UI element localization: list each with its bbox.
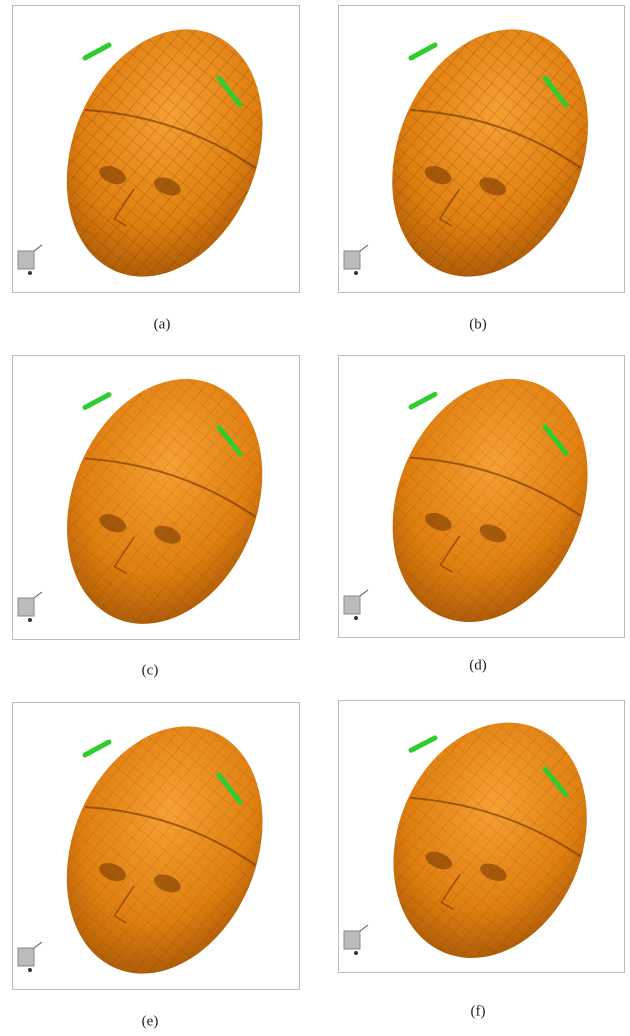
panel [13,340,308,663]
triad-dot [28,271,32,275]
caption: (e) [142,1013,159,1029]
panel [339,0,630,316]
caption: (f) [471,1003,486,1019]
triad-dot [354,271,358,275]
triad-dot [28,618,32,622]
triad-dot [28,968,32,972]
triad-cube [344,596,360,614]
panel [13,687,308,1012]
figure: (a) (b) (c) (d) (e) (f) [0,0,630,1036]
triad-cube [18,598,34,616]
triad-dot [354,616,358,620]
panel [13,0,308,316]
triad-cube [344,931,360,949]
caption: (a) [154,316,171,332]
triad-cube [18,948,34,966]
caption: (c) [142,662,159,678]
triad-dot [354,951,358,955]
caption: (b) [469,316,487,332]
caption: (d) [469,657,487,673]
panel [339,684,630,996]
triad-cube [18,251,34,269]
triad-cube [344,251,360,269]
panel [339,340,630,661]
